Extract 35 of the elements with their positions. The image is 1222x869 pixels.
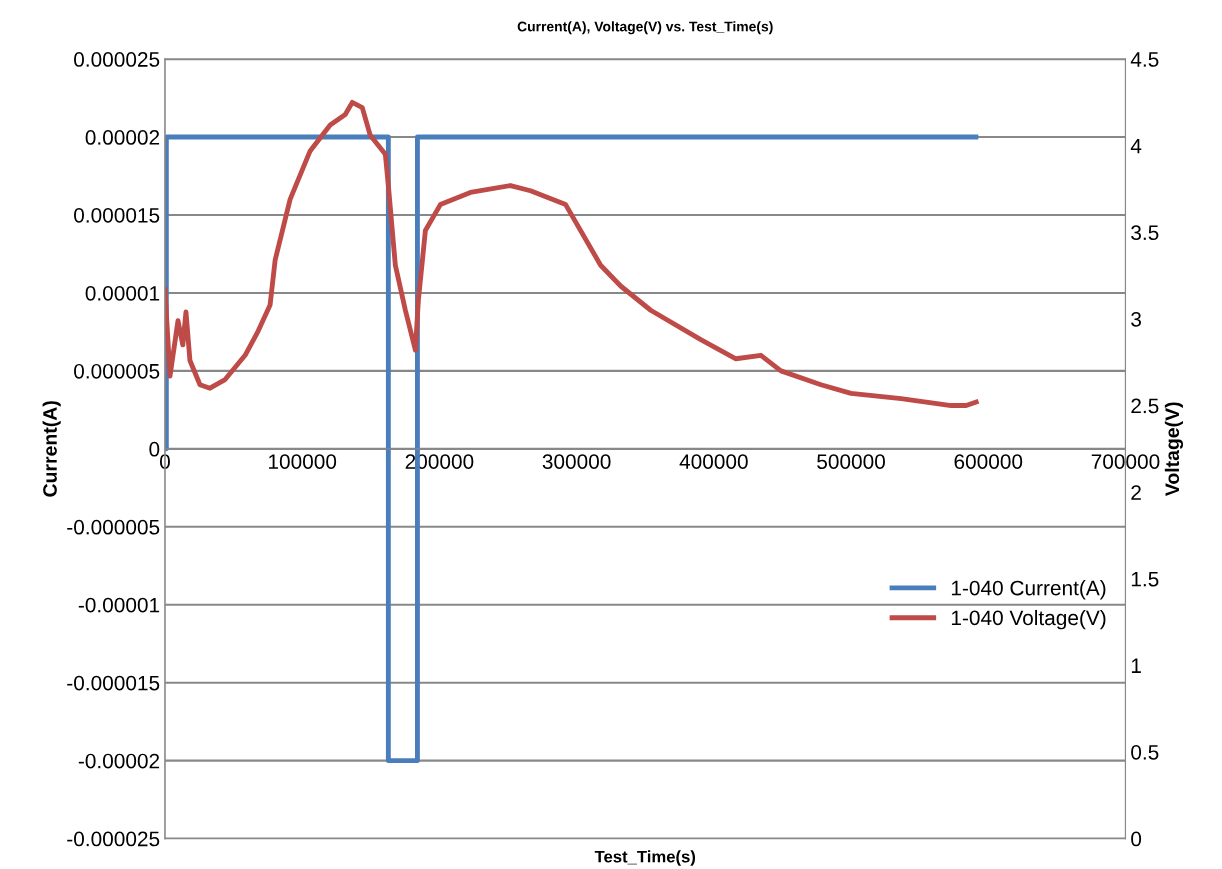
y-tick-label: -0.000015 <box>67 675 160 691</box>
y-tick-label: 0.00001 <box>85 285 160 301</box>
y2-tick-label: 3.5 <box>1131 225 1159 241</box>
line-series <box>164 99 979 408</box>
y-tick-label: -0.00001 <box>78 597 160 613</box>
y-tick-label: -0.000005 <box>67 519 160 535</box>
y-tick-label: 0 <box>149 441 160 457</box>
y-tick-label: -0.00002 <box>78 753 160 769</box>
x-tick-label: 0 <box>159 454 170 469</box>
y2-tick-label: 0 <box>1131 831 1142 847</box>
x-axis-title: Test_Time(s) <box>594 850 696 866</box>
x-tick-label: 500000 <box>817 454 885 469</box>
y2-tick-label: 2 <box>1131 485 1141 500</box>
x-tick-label: 400000 <box>679 454 748 469</box>
y-axis-title: Current(A) <box>42 401 61 497</box>
y2-axis-title: Voltage(V) <box>1164 402 1184 497</box>
x-tick-label: 300000 <box>542 454 611 469</box>
y2-tick-label: 1.5 <box>1131 571 1159 587</box>
y2-tick-label: 1 <box>1131 658 1141 673</box>
y-tick-label: 0.000005 <box>74 363 160 379</box>
y-tick-label: 0.00002 <box>85 130 160 145</box>
y-tick-label: 0.000025 <box>74 52 160 67</box>
y2-tick-label: 2.5 <box>1131 398 1159 414</box>
y2-tick-label: 4 <box>1130 138 1142 154</box>
x-tick-label: 600000 <box>954 454 1023 469</box>
y-tick-label: 0.000015 <box>74 207 160 223</box>
y2-tick-label: 0.5 <box>1131 744 1159 760</box>
chart-title: Current(A), Voltage(V) vs. Test_Time(s) <box>517 21 773 35</box>
x-tick-label: 700000 <box>1091 454 1160 469</box>
legend-label: 1-040 Voltage(V) <box>951 609 1106 630</box>
legend-label: 1-040 Current(A) <box>951 580 1106 600</box>
y2-tick-label: 4.5 <box>1130 52 1159 67</box>
y2-tick-label: 3 <box>1131 311 1141 327</box>
y-tick-label: -0.000025 <box>67 831 160 847</box>
x-tick-label: 100000 <box>269 454 337 469</box>
